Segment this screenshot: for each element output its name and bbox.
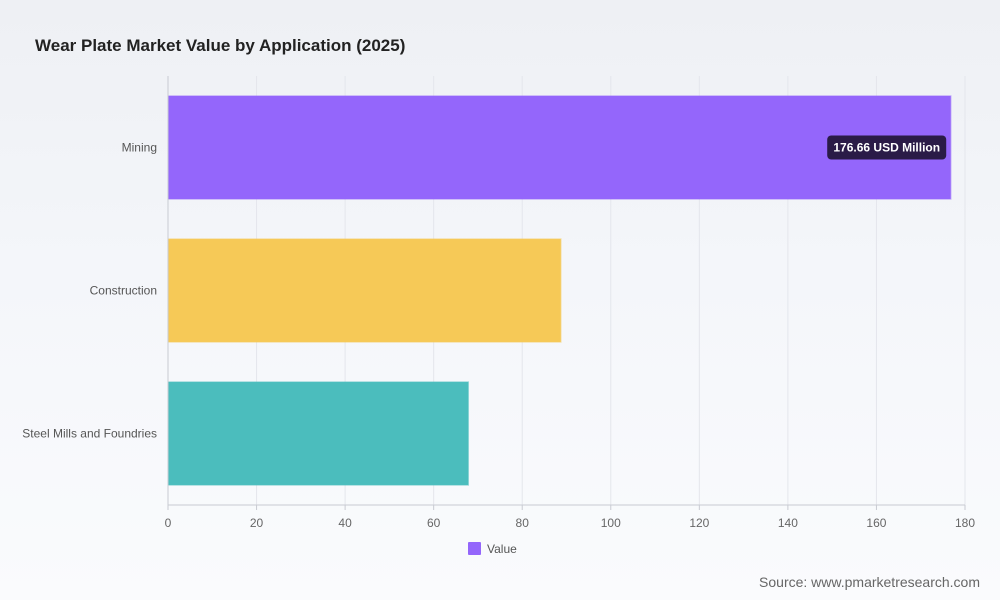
axes — [167, 76, 966, 510]
value-annotation-label: 176.66 USD Million — [833, 141, 940, 155]
category-label: Construction — [90, 284, 157, 298]
x-tick-label: 100 — [601, 516, 621, 530]
chart-title: Wear Plate Market Value by Application (… — [35, 36, 406, 55]
bars — [167, 95, 952, 486]
labels: 0 20 40 60 80 100 120 140 160 180 Mining Constructi… — [22, 141, 975, 531]
value-annotation-box — [827, 135, 947, 160]
x-tick-label: 80 — [516, 516, 530, 530]
category-label: Mining — [122, 141, 157, 155]
legend-label[interactable]: Value — [487, 542, 517, 556]
x-tick-label: 120 — [689, 516, 709, 530]
bar-steel-mills-and-foundries[interactable] — [167, 381, 470, 486]
x-tick-label: 20 — [250, 516, 264, 530]
bar-construction[interactable] — [167, 238, 562, 343]
x-tick-label: 140 — [778, 516, 798, 530]
x-tick-label: 160 — [866, 516, 886, 530]
legend[interactable]: Value — [468, 542, 517, 556]
x-tick-label: 180 — [955, 516, 975, 530]
x-tick-label: 40 — [338, 516, 352, 530]
category-label: Steel Mills and Foundries — [22, 427, 157, 441]
annotations: 176.66 USD Million — [827, 135, 947, 160]
legend-swatch[interactable] — [468, 542, 481, 555]
x-tick-label: 60 — [427, 516, 441, 530]
x-tick-label: 0 — [165, 516, 172, 530]
source-note: Source: www.pmarketresearch.com — [759, 574, 980, 590]
